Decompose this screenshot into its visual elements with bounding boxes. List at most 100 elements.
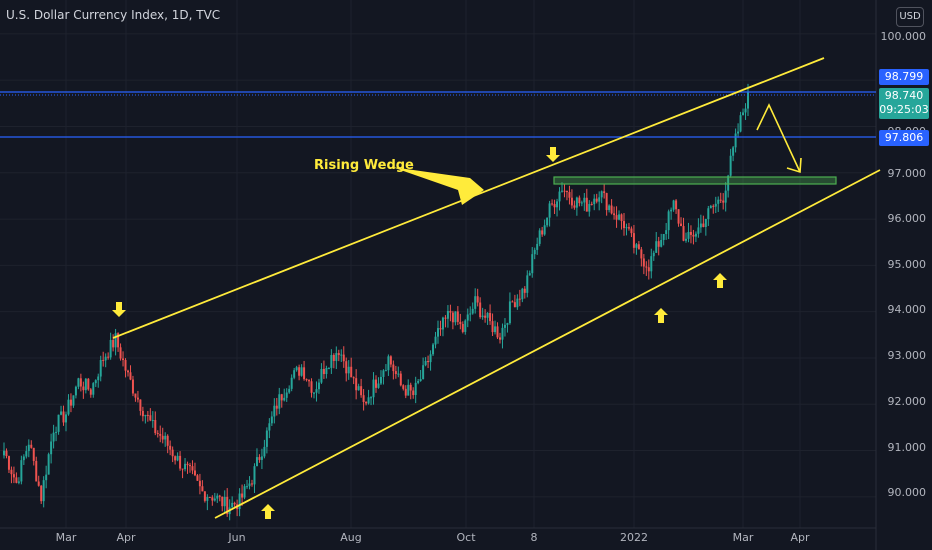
candle-body-153 xyxy=(382,370,385,377)
candle-body-145 xyxy=(362,395,365,403)
candle-body-166 xyxy=(414,382,417,396)
candle-body-108 xyxy=(270,416,273,424)
candle-body-13 xyxy=(35,460,38,482)
candle-body-47 xyxy=(119,347,122,359)
candle-body-243 xyxy=(605,193,608,211)
up-arrow-marker-feb xyxy=(713,273,727,288)
currency-button[interactable]: USD xyxy=(896,7,924,27)
candle-body-15 xyxy=(40,485,43,502)
candle-body-62 xyxy=(156,433,159,435)
candle-body-142 xyxy=(355,378,358,391)
candle-body-224 xyxy=(558,191,561,202)
candle-body-209 xyxy=(521,288,524,300)
candle-body-105 xyxy=(263,446,266,457)
projection-arrowhead xyxy=(786,157,802,174)
x-tick-8: 8 xyxy=(530,531,538,544)
candle-body-268 xyxy=(667,211,670,231)
countdown-timer: 09:25:03 xyxy=(879,103,929,116)
candle-body-78 xyxy=(196,475,199,481)
candle-body-176 xyxy=(439,328,442,330)
candle-body-98 xyxy=(246,486,249,488)
candle-body-19 xyxy=(50,441,53,455)
down-arrow-marker-nov xyxy=(546,147,560,162)
candle-body-93 xyxy=(233,502,236,505)
candle-body-160 xyxy=(399,373,402,386)
candle-body-200 xyxy=(499,337,501,340)
up-arrow-marker-jan xyxy=(654,308,668,323)
candle-body-208 xyxy=(518,298,521,300)
candle-body-222 xyxy=(553,204,556,208)
candle-body-242 xyxy=(603,191,606,194)
candle-body-152 xyxy=(379,376,382,384)
candle-body-130 xyxy=(325,368,328,375)
candle-body-218 xyxy=(543,225,546,235)
candle-body-74 xyxy=(186,463,189,466)
candle-body-132 xyxy=(330,355,333,368)
candle-body-34 xyxy=(87,378,90,390)
chart-title: U.S. Dollar Currency Index, 1D, TVC xyxy=(6,8,221,22)
candle-body-233 xyxy=(580,202,583,204)
candle-body-5 xyxy=(15,477,18,483)
candle-body-223 xyxy=(556,201,559,208)
candle-body-260 xyxy=(647,267,650,272)
candle-body-204 xyxy=(508,301,511,324)
candle-body-183 xyxy=(456,311,459,322)
candle-body-279 xyxy=(694,233,697,237)
candle-body-158 xyxy=(394,371,397,374)
candle-body-290 xyxy=(722,200,725,203)
candle-body-42 xyxy=(107,356,110,358)
x-tick-oct: Oct xyxy=(456,531,476,544)
candle-body-154 xyxy=(384,370,387,372)
candle-body-46 xyxy=(117,333,120,348)
candle-body-61 xyxy=(154,420,157,434)
candle-body-294 xyxy=(732,147,735,156)
candle-body-65 xyxy=(164,435,167,440)
candle-body-250 xyxy=(623,221,625,229)
down-arrow-marker-apr xyxy=(112,302,126,317)
candle-body-55 xyxy=(139,399,142,411)
candle-body-273 xyxy=(680,223,683,227)
candle-body-40 xyxy=(102,360,105,362)
candle-body-120 xyxy=(300,367,303,376)
candle-body-235 xyxy=(585,197,588,212)
candle-body-187 xyxy=(466,314,469,321)
candle-body-284 xyxy=(707,208,710,220)
candle-body-265 xyxy=(660,239,663,247)
y-tick-95: 95.000 xyxy=(887,258,927,271)
candle-body-36 xyxy=(92,383,95,395)
candle-body-264 xyxy=(657,241,660,247)
candle-body-165 xyxy=(412,390,415,396)
candle-body-213 xyxy=(531,254,534,274)
candle-body-266 xyxy=(662,234,665,240)
candle-body-227 xyxy=(565,191,568,193)
candle-body-110 xyxy=(275,405,278,409)
candle-body-131 xyxy=(327,367,330,369)
candle-body-292 xyxy=(727,175,730,191)
candle-body-135 xyxy=(337,353,340,356)
y-tick-93: 93.000 xyxy=(887,349,927,362)
candle-body-28 xyxy=(72,395,75,406)
candle-body-261 xyxy=(650,256,653,272)
up-arrow-marker-jun xyxy=(261,504,275,519)
candle-body-122 xyxy=(305,379,308,381)
candle-body-3 xyxy=(10,469,13,475)
candle-body-86 xyxy=(216,495,219,499)
candle-body-173 xyxy=(432,344,435,355)
candle-body-197 xyxy=(491,321,494,333)
rising-wedge-label: Rising Wedge xyxy=(314,158,414,173)
candle-body-225 xyxy=(561,190,563,192)
candle-body-66 xyxy=(166,435,169,446)
candle-body-101 xyxy=(253,466,256,485)
candle-body-112 xyxy=(280,394,283,401)
y-tick-94: 94.000 xyxy=(887,303,927,316)
y-tick-96: 96.000 xyxy=(887,212,927,225)
x-tick-2022: 2022 xyxy=(620,531,648,544)
candle-body-278 xyxy=(692,234,695,237)
candle-body-111 xyxy=(278,394,281,409)
current-price-value: 98.740 xyxy=(884,89,924,102)
candle-body-1 xyxy=(5,450,8,457)
candle-body-244 xyxy=(608,205,611,211)
candle-body-56 xyxy=(141,410,144,417)
candle-body-20 xyxy=(52,432,55,442)
